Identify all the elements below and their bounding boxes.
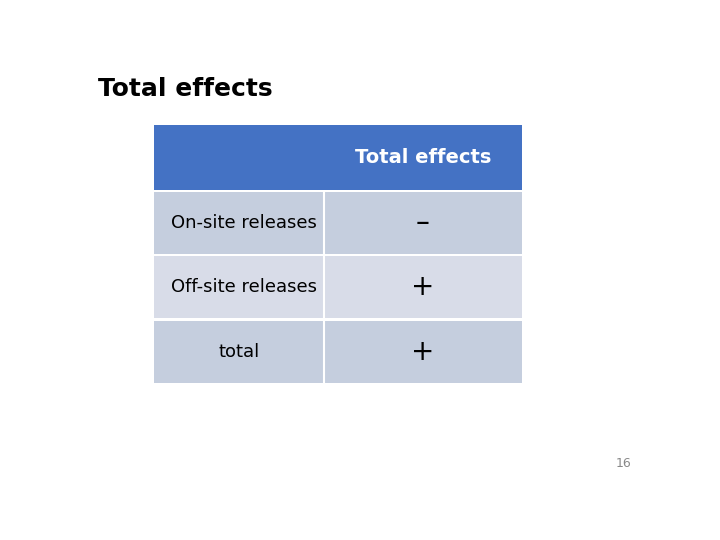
Text: On-site releases: On-site releases [171, 214, 317, 232]
FancyBboxPatch shape [154, 321, 323, 383]
Text: +: + [411, 273, 435, 301]
Text: +: + [411, 338, 435, 366]
FancyBboxPatch shape [154, 192, 323, 254]
FancyBboxPatch shape [323, 192, 523, 254]
FancyBboxPatch shape [154, 125, 523, 190]
Text: Total effects: Total effects [99, 77, 273, 102]
Text: Off-site releases: Off-site releases [171, 278, 317, 296]
FancyBboxPatch shape [154, 256, 323, 319]
Text: total: total [218, 343, 259, 361]
FancyBboxPatch shape [323, 321, 523, 383]
Text: Total effects: Total effects [355, 148, 491, 167]
Text: 16: 16 [616, 457, 631, 470]
FancyBboxPatch shape [323, 256, 523, 319]
Text: –: – [416, 209, 430, 237]
